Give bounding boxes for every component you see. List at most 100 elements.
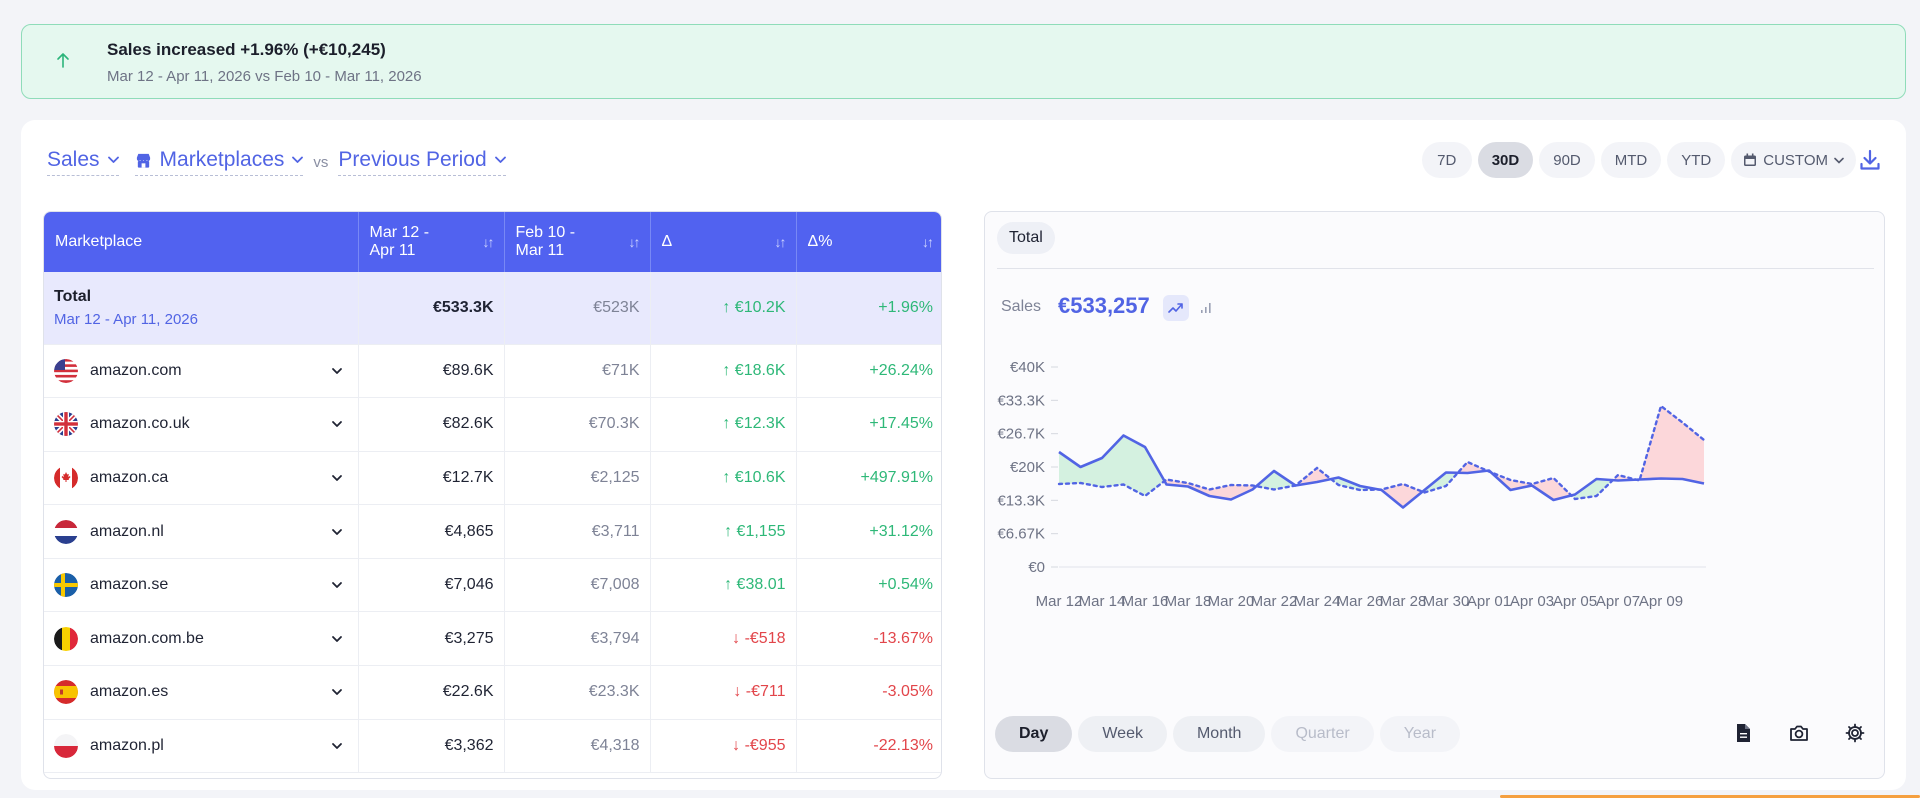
column-header-label: Marketplace (55, 233, 143, 250)
chart-panel: Total Sales €533,257 €0 €6.67K €13.3K €20K €… (984, 211, 1885, 779)
period-selector: 7D 30D 90D MTD YTD CUSTOM (1421, 142, 1856, 178)
chevron-down-icon (1834, 157, 1844, 164)
metric-label: Sales (1001, 298, 1042, 315)
column-header-label: Δ (661, 233, 673, 250)
tab-total[interactable]: Total (997, 222, 1055, 254)
y-tick-label: €40K (1010, 359, 1045, 376)
custom-period-label: CUSTOM (1763, 151, 1828, 169)
chevron-down-icon[interactable] (330, 471, 344, 485)
previous-value: €3,794 (504, 611, 651, 667)
x-tick-label: Mar 12 (1036, 593, 1083, 610)
arrow-up-icon (56, 51, 70, 74)
period-mtd-button[interactable]: MTD (1600, 142, 1662, 178)
chevron-down-icon[interactable] (330, 364, 344, 378)
x-tick-label: Apr 07 (1596, 593, 1640, 610)
x-tick-label: Mar 28 (1380, 593, 1427, 610)
column-header-delta[interactable]: Δ ↓↑ (650, 212, 797, 272)
y-tick-label: €20K (1010, 459, 1045, 476)
column-header-marketplace[interactable]: Marketplace (44, 212, 359, 272)
table-row[interactable]: amazon.nl €4,865 €3,711 ↑ €1,155 +31.12% (44, 504, 941, 559)
gain-area (1123, 435, 1145, 496)
chevron-down-icon[interactable] (330, 632, 344, 646)
bar-chart-icon[interactable] (1193, 295, 1219, 321)
column-header-delta-percent[interactable]: Δ% ↓↑ (796, 212, 941, 272)
table-row[interactable]: amazon.pl €3,362 €4,318 ↓ -€955 -22.13% (44, 719, 941, 774)
delta-percent-value: -3.05% (796, 665, 941, 720)
gear-icon[interactable] (1844, 722, 1866, 744)
x-tick-label: Apr 03 (1510, 593, 1554, 610)
table-row[interactable]: amazon.se €7,046 €7,008 ↑ €38.01 +0.54% (44, 558, 941, 613)
period-7d-button[interactable]: 7D (1421, 142, 1472, 178)
sort-icon[interactable]: ↓↑ (482, 234, 495, 250)
previous-value: €3,711 (504, 504, 651, 559)
loss-area (1661, 406, 1683, 479)
marketplace-table: Marketplace Mar 12 - Apr 11 ↓↑ Feb 10 - M… (43, 211, 942, 779)
banner-title: Sales increased +1.96% (+€10,245) (107, 40, 386, 59)
sales-line-chart: €0 €6.67K €13.3K €20K €26.7K €33.3K €40K Mar 12… (997, 359, 1706, 610)
marketplace-name: amazon.se (90, 576, 169, 594)
chevron-down-icon[interactable] (330, 685, 344, 699)
metric-selector-label: Sales (47, 148, 100, 171)
table-row[interactable]: amazon.ca €12.7K €2,125 ↑ €10.6K +497.91% (44, 451, 941, 506)
delta-percent-value: -22.13% (796, 719, 941, 774)
granularity-month-button[interactable]: Month (1172, 716, 1266, 752)
group-selector[interactable]: Marketplaces (134, 148, 304, 176)
flag-se-icon (54, 573, 78, 598)
x-tick-label: Mar 18 (1165, 593, 1212, 610)
flag-nl-icon (54, 519, 78, 544)
custom-period-button[interactable]: CUSTOM (1731, 142, 1856, 178)
current-value: €82.6K (358, 397, 505, 452)
current-value: €4,865 (358, 504, 505, 559)
column-header-current-period[interactable]: Mar 12 - Apr 11 ↓↑ (358, 212, 505, 272)
sort-icon[interactable]: ↓↑ (628, 234, 641, 250)
period-90d-button[interactable]: 90D (1539, 142, 1595, 178)
flag-ca-icon (54, 465, 78, 490)
toolbar-selectors: Sales Marketplaces vs Previous Period (47, 146, 506, 178)
download-icon[interactable] (1858, 148, 1882, 172)
marketplace-name: amazon.com (90, 361, 182, 379)
table-row[interactable]: amazon.com.be €3,275 €3,794 ↓ -€518 -13.67% (44, 611, 941, 667)
period-30d-button[interactable]: 30D (1477, 142, 1534, 178)
document-icon[interactable] (1732, 722, 1754, 744)
sort-icon[interactable]: ↓↑ (774, 234, 787, 250)
divider (997, 268, 1874, 269)
chevron-down-icon[interactable] (330, 417, 344, 431)
granularity-week-button[interactable]: Week (1078, 716, 1167, 752)
total-cell: Total Mar 12 - Apr 11, 2026 (44, 272, 359, 345)
loss-area (1682, 422, 1704, 484)
flag-pl-icon (54, 733, 78, 758)
x-tick-label: Mar 14 (1079, 593, 1126, 610)
table-row[interactable]: amazon.es €22.6K €23.3K ↓ -€711 -3.05% (44, 665, 941, 720)
granularity-selector: Day Week Month Quarter Year (995, 716, 1461, 752)
marketplace-name: amazon.pl (90, 736, 164, 754)
previous-value: €23.3K (504, 665, 651, 720)
metric-value: €533,257 (1058, 293, 1150, 318)
compare-selector[interactable]: Previous Period (338, 148, 506, 176)
compare-selector-label: Previous Period (338, 148, 487, 171)
column-header-previous-period[interactable]: Feb 10 - Mar 11 ↓↑ (504, 212, 651, 272)
metric-selector[interactable]: Sales (47, 148, 119, 176)
x-tick-label: Mar 20 (1208, 593, 1255, 610)
camera-icon[interactable] (1788, 722, 1810, 744)
x-tick-label: Mar 16 (1122, 593, 1169, 610)
marketplace-cell: amazon.nl (44, 504, 359, 559)
column-header-label: Δ% (807, 233, 833, 250)
chevron-down-icon[interactable] (330, 525, 344, 539)
chevron-down-icon[interactable] (330, 739, 344, 753)
total-previous: €523K (504, 272, 651, 345)
table-row[interactable]: amazon.com €89.6K €71K ↑ €18.6K +26.24% (44, 344, 941, 399)
line-chart-icon[interactable] (1163, 295, 1189, 321)
marketplace-name: amazon.co.uk (90, 415, 190, 433)
column-header-label: Mar 12 - Apr 11 (369, 224, 430, 259)
x-tick-label: Mar 30 (1423, 593, 1470, 610)
granularity-quarter-button: Quarter (1271, 716, 1374, 752)
period-ytd-button[interactable]: YTD (1667, 142, 1726, 178)
current-value: €12.7K (358, 451, 505, 506)
x-tick-label: Mar 26 (1337, 593, 1384, 610)
table-row[interactable]: amazon.co.uk €82.6K €70.3K ↑ €12.3K +17.45% (44, 397, 941, 452)
chevron-down-icon[interactable] (330, 578, 344, 592)
current-value: €22.6K (358, 665, 505, 720)
granularity-day-button[interactable]: Day (995, 716, 1073, 752)
marketplace-cell: amazon.pl (44, 719, 359, 774)
sort-icon[interactable]: ↓↑ (922, 234, 934, 250)
